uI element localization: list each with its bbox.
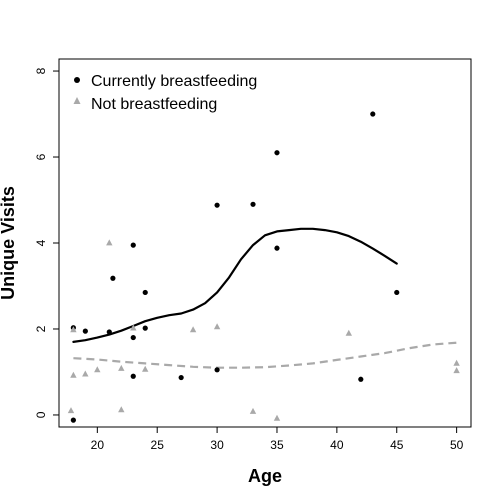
point-not-breastfeeding xyxy=(94,366,101,373)
point-not-breastfeeding xyxy=(70,371,77,378)
x-tick-label: 45 xyxy=(390,438,404,452)
point-breastfeeding xyxy=(142,325,148,331)
point-breastfeeding xyxy=(214,202,220,208)
y-tick-label: 4 xyxy=(34,239,48,246)
y-tick-label: 2 xyxy=(34,325,48,332)
legend-marker-breastfeeding xyxy=(74,77,80,83)
legend-label-breastfeeding: Currently breastfeeding xyxy=(91,73,257,90)
y-axis-title: Unique Visits xyxy=(0,186,18,300)
y-axis: 0 2 4 6 8 xyxy=(34,67,59,418)
point-not-breastfeeding xyxy=(118,364,125,371)
point-not-breastfeeding xyxy=(249,407,257,414)
x-tick-label: 30 xyxy=(210,438,224,452)
point-breastfeeding xyxy=(178,374,184,381)
x-tick-label: 40 xyxy=(330,438,344,452)
point-breastfeeding xyxy=(82,328,88,334)
point-breastfeeding xyxy=(274,150,280,156)
smooth-lines xyxy=(72,227,457,369)
point-breastfeeding xyxy=(214,367,220,373)
point-breastfeeding xyxy=(142,289,148,296)
x-tick-label: 25 xyxy=(151,438,165,452)
y-tick-label: 0 xyxy=(34,411,48,418)
data-points xyxy=(67,111,460,423)
point-breastfeeding xyxy=(130,242,136,248)
legend-label-not-breastfeeding: Not breastfeeding xyxy=(91,96,217,113)
x-axis: 20 25 30 35 40 45 50 xyxy=(91,427,464,452)
point-not-breastfeeding xyxy=(273,414,281,421)
point-not-breastfeeding xyxy=(142,365,149,372)
point-not-breastfeeding xyxy=(70,326,77,333)
point-breastfeeding xyxy=(70,417,76,423)
point-not-breastfeeding xyxy=(106,239,113,246)
point-breastfeeding xyxy=(358,376,364,382)
y-tick-label: 8 xyxy=(34,67,48,74)
x-tick-label: 35 xyxy=(270,438,284,452)
point-not-breastfeeding xyxy=(82,370,89,377)
point-not-breastfeeding xyxy=(213,323,221,330)
y-tick-label: 6 xyxy=(34,153,48,160)
point-not-breastfeeding xyxy=(345,329,352,336)
point-breastfeeding xyxy=(274,245,280,251)
point-breastfeeding xyxy=(130,373,136,379)
x-axis-title: Age xyxy=(248,466,282,486)
legend-marker-not-breastfeeding xyxy=(73,97,81,104)
point-not-breastfeeding xyxy=(189,326,197,333)
point-not-breastfeeding xyxy=(453,367,460,374)
point-not-breastfeeding xyxy=(130,324,137,331)
point-breastfeeding xyxy=(250,201,256,207)
x-tick-label: 20 xyxy=(91,438,105,452)
point-breastfeeding xyxy=(130,334,136,341)
point-not-breastfeeding xyxy=(67,407,75,414)
plot-box xyxy=(58,58,472,428)
point-not-breastfeeding xyxy=(118,406,125,413)
smooth-line-not-breastfeeding xyxy=(73,341,457,369)
x-tick-label: 50 xyxy=(450,438,464,452)
legend: Currently breastfeeding Not breastfeedin… xyxy=(73,73,257,113)
smooth-line-breastfeeding xyxy=(72,227,398,343)
point-breastfeeding xyxy=(110,275,116,281)
point-breastfeeding xyxy=(394,289,400,296)
point-not-breastfeeding xyxy=(453,359,460,366)
point-breastfeeding xyxy=(370,111,376,117)
point-breastfeeding xyxy=(106,329,112,335)
